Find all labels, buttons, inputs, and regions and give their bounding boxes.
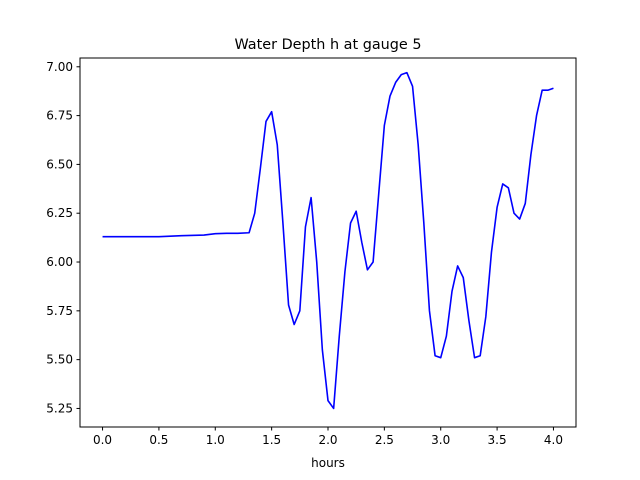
y-tick-label: 7.00 xyxy=(46,60,73,74)
x-tick-label: 3.5 xyxy=(488,433,507,447)
x-tick-label: 1.5 xyxy=(262,433,281,447)
x-tick-label: 1.0 xyxy=(206,433,225,447)
y-tick-label: 5.25 xyxy=(46,401,73,415)
x-tick-label: 2.5 xyxy=(375,433,394,447)
y-tick-label: 6.00 xyxy=(46,255,73,269)
series-line-0 xyxy=(102,71,554,410)
axis-ticks: 0.0 0.5 1.0 1.5 2.0 2.5 3.0 3.5 4.0 5.25 5.50 5.75 6… xyxy=(46,60,563,447)
plot-area xyxy=(102,71,554,410)
chart-title: Water Depth h at gauge 5 xyxy=(234,37,421,53)
x-tick-label: 0.0 xyxy=(93,433,112,447)
x-tick-label: 0.5 xyxy=(149,433,168,447)
y-tick-label: 6.25 xyxy=(46,206,73,220)
x-tick-label: 4.0 xyxy=(544,433,563,447)
x-tick-label: 3.0 xyxy=(431,433,450,447)
x-tick-label: 2.0 xyxy=(318,433,337,447)
axes-frame xyxy=(79,57,577,428)
y-tick-label: 5.75 xyxy=(46,304,73,318)
y-tick-label: 6.75 xyxy=(46,109,73,123)
x-axis-label: hours xyxy=(311,456,345,470)
y-tick-label: 6.50 xyxy=(46,157,73,171)
y-tick-label: 5.50 xyxy=(46,353,73,367)
